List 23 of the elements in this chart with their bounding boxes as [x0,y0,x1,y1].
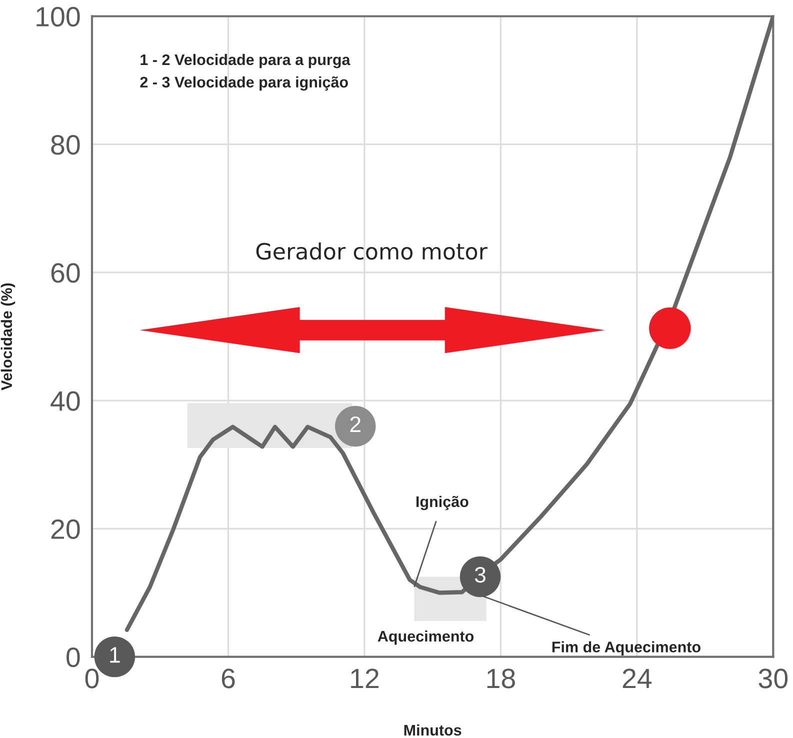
x-axis-title: Minutos [404,724,462,736]
y-tick-label: 60 [51,263,80,283]
x-tick-label: 30 [758,668,788,688]
annotation: 3 [474,566,486,583]
y-tick-label: 40 [50,391,80,411]
x-tick-label: 12 [351,668,379,688]
y-tick-label: 20 [51,519,80,540]
x-tick-label: 6 [222,668,235,688]
annotation: Fim de Aquecimento [552,641,700,656]
annotation: Aquecimento [378,630,474,645]
x-tick-label: 18 [487,668,515,688]
y-tick-label: 0 [66,647,80,668]
annotation: 2 [350,416,360,432]
annotation: 2 - 3 Velocidade para ignição [140,76,348,91]
annotation: 1 - 2 Velocidade para a purga [140,54,350,68]
annotation: Ignição [416,496,468,510]
annotation: Gerador como motor [256,242,488,260]
y-axis-title: Velocidade (%) [0,283,16,390]
annotation: 1 [110,647,120,663]
x-tick-label: 0 [85,668,99,688]
y-tick-label: 80 [51,135,80,155]
x-tick-label: 24 [622,668,652,688]
y-tick-label: 100 [36,6,80,27]
